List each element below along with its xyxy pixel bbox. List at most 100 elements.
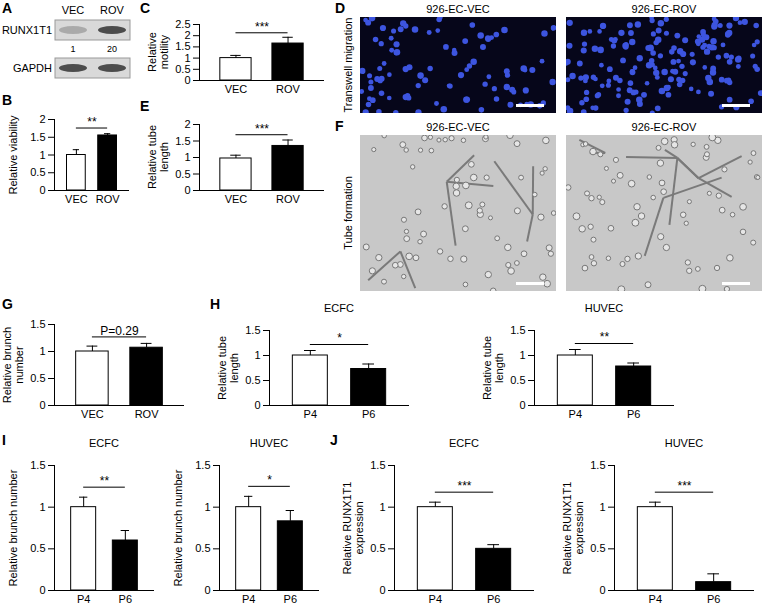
svg-text:**: ** <box>87 115 97 129</box>
svg-text:P6: P6 <box>487 593 500 605</box>
html-text:Relative tube length: Relative tube length <box>216 335 240 400</box>
html-text:Relative tube length: Relative tube length <box>481 335 505 400</box>
svg-text:***: *** <box>255 122 269 136</box>
svg-text:2.5: 2.5 <box>175 18 190 30</box>
svg-text:926-EC-ROV: 926-EC-ROV <box>632 3 697 15</box>
svg-text:ROV: ROV <box>276 83 301 95</box>
html-text:Relative tube length: Relative tube length <box>146 124 170 190</box>
svg-text:1.5: 1.5 <box>30 318 45 330</box>
svg-text:0: 0 <box>39 399 45 411</box>
svg-text:VEC: VEC <box>65 193 88 205</box>
svg-text:926-EC-VEC: 926-EC-VEC <box>426 3 490 15</box>
svg-text:0.5: 0.5 <box>30 166 45 178</box>
svg-text:*: * <box>267 473 272 487</box>
html-text:ECFC: ECFC <box>89 437 119 449</box>
svg-text:GAPDH: GAPDH <box>13 62 52 74</box>
svg-text:0.5: 0.5 <box>175 168 190 180</box>
html-text:ECFC: ECFC <box>324 302 354 314</box>
html-text:Relative RUNX1T1 expression: Relative RUNX1T1 expression <box>561 481 585 574</box>
svg-text:P6: P6 <box>627 408 640 420</box>
svg-text:0.5: 0.5 <box>195 542 210 554</box>
svg-text:1.5: 1.5 <box>175 135 190 147</box>
svg-text:1: 1 <box>39 501 45 513</box>
svg-text:0: 0 <box>519 399 525 411</box>
svg-text:1.5: 1.5 <box>510 324 525 336</box>
svg-text:***: *** <box>457 479 471 493</box>
svg-text:ROV: ROV <box>100 4 125 16</box>
svg-text:0: 0 <box>184 74 190 86</box>
svg-text:P4: P4 <box>242 593 255 605</box>
svg-text:1: 1 <box>39 345 45 357</box>
svg-text:1: 1 <box>599 501 605 513</box>
html-text:Relative viability: Relative viability <box>7 115 19 194</box>
svg-text:***: *** <box>677 479 691 493</box>
svg-text:0: 0 <box>599 584 605 596</box>
svg-text:0.5: 0.5 <box>175 63 190 75</box>
svg-text:ROV: ROV <box>135 408 160 420</box>
svg-text:0: 0 <box>39 584 45 596</box>
svg-text:1: 1 <box>70 44 75 54</box>
svg-text:Tube formation: Tube formation <box>342 176 354 250</box>
svg-text:P6: P6 <box>284 593 297 605</box>
html-text:Relative RUNX1T1 expression: Relative RUNX1T1 expression <box>341 481 365 574</box>
svg-text:1.5: 1.5 <box>175 40 190 52</box>
svg-text:VEC: VEC <box>62 4 85 16</box>
svg-text:926-EC-ROV: 926-EC-ROV <box>632 121 697 133</box>
svg-text:0.5: 0.5 <box>30 542 45 554</box>
svg-text:0.5: 0.5 <box>510 374 525 386</box>
svg-text:P4: P4 <box>429 593 442 605</box>
svg-text:P4: P4 <box>77 593 90 605</box>
svg-text:2: 2 <box>184 118 190 130</box>
html-text:Relative brunch number: Relative brunch number <box>7 469 19 586</box>
html-text:Relative brunch number: Relative brunch number <box>1 326 25 403</box>
svg-text:P4: P4 <box>649 593 662 605</box>
svg-text:Transwell migration: Transwell migration <box>342 18 354 113</box>
html-text:Relative brunch number: Relative brunch number <box>172 469 184 586</box>
svg-text:0: 0 <box>254 399 260 411</box>
svg-text:1: 1 <box>519 349 525 361</box>
svg-text:1.5: 1.5 <box>30 131 45 143</box>
html-text:HUVEC: HUVEC <box>584 302 624 314</box>
svg-text:P6: P6 <box>119 593 132 605</box>
svg-text:***: *** <box>255 20 269 34</box>
svg-text:1: 1 <box>184 151 190 163</box>
svg-text:P4: P4 <box>569 408 582 420</box>
svg-text:1.5: 1.5 <box>195 459 210 471</box>
svg-text:1: 1 <box>254 349 260 361</box>
svg-text:0: 0 <box>379 584 385 596</box>
svg-text:0.5: 0.5 <box>245 374 260 386</box>
svg-text:1.5: 1.5 <box>590 459 605 471</box>
svg-text:20: 20 <box>107 44 117 54</box>
svg-text:1.5: 1.5 <box>245 324 260 336</box>
svg-text:0.5: 0.5 <box>370 542 385 554</box>
svg-text:VEC: VEC <box>225 193 248 205</box>
svg-text:*: * <box>337 331 342 345</box>
svg-text:P4: P4 <box>304 408 317 420</box>
svg-text:ROV: ROV <box>276 193 301 205</box>
svg-text:0: 0 <box>204 584 210 596</box>
html-text:HUVEC: HUVEC <box>249 437 289 449</box>
svg-text:1.5: 1.5 <box>30 459 45 471</box>
svg-text:1.5: 1.5 <box>370 459 385 471</box>
svg-text:0.5: 0.5 <box>30 372 45 384</box>
svg-text:0: 0 <box>39 184 45 196</box>
svg-text:P6: P6 <box>707 593 720 605</box>
svg-text:**: ** <box>600 330 610 344</box>
svg-text:0.5: 0.5 <box>590 542 605 554</box>
svg-text:VEC: VEC <box>81 408 104 420</box>
svg-text:VEC: VEC <box>225 83 248 95</box>
svg-text:P6: P6 <box>362 408 375 420</box>
svg-text:926-EC-VEC: 926-EC-VEC <box>426 121 490 133</box>
html-text:Relative motility: Relative motility <box>146 32 170 72</box>
svg-text:ROV: ROV <box>96 193 121 205</box>
svg-text:P=0.29: P=0.29 <box>100 324 139 338</box>
svg-text:1: 1 <box>39 149 45 161</box>
svg-text:1: 1 <box>204 501 210 513</box>
svg-text:0: 0 <box>184 184 190 196</box>
svg-text:1: 1 <box>184 52 190 64</box>
svg-text:2: 2 <box>184 29 190 41</box>
svg-text:2: 2 <box>39 113 45 125</box>
svg-text:1: 1 <box>379 501 385 513</box>
svg-text:RUNX1T1: RUNX1T1 <box>2 24 52 36</box>
svg-text:**: ** <box>100 474 110 488</box>
